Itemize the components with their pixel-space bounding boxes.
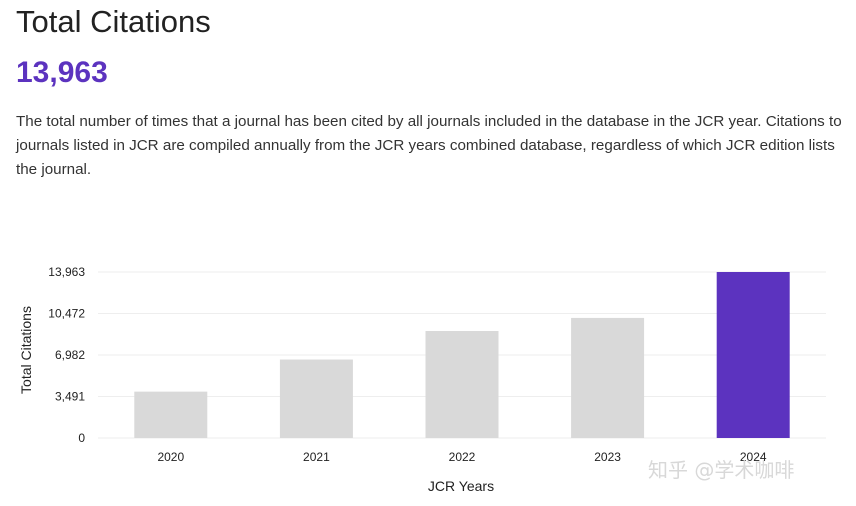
y-tick-label: 13,963 [48,265,85,279]
x-tick-label: 2023 [594,450,621,464]
bar-2020[interactable] [134,391,208,438]
x-tick-label: 2020 [157,450,184,464]
watermark: 知乎 @学术咖啡 [648,458,795,482]
y-tick-label: 6,982 [55,348,85,362]
bar-2024[interactable] [716,272,790,438]
y-axis-title: Total Citations [18,306,34,394]
bar-2022[interactable] [425,331,499,438]
bar-2023[interactable] [571,317,645,438]
y-tick-label: 3,491 [55,389,85,403]
x-tick-label: 2024 [740,450,767,464]
bar-2021[interactable] [279,359,353,438]
total-citations-value: 13,963 [16,56,108,89]
metric-description: The total number of times that a journal… [16,113,842,178]
y-tick-label: 0 [78,431,85,445]
x-axis-title: JCR Years [428,478,494,494]
x-tick-label: 2022 [449,450,476,464]
y-tick-label: 10,472 [48,307,85,321]
page-title: Total Citations [16,4,211,39]
x-tick-label: 2021 [303,450,330,464]
